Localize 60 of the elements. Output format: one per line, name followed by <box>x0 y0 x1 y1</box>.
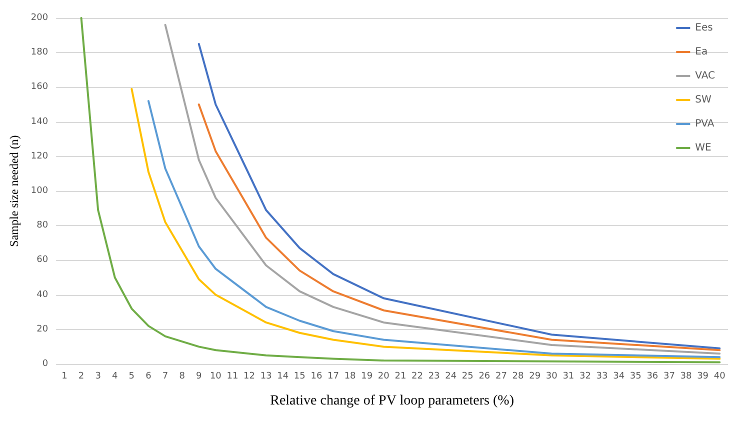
x-tick-label: 25 <box>462 372 474 382</box>
x-tick-label: 26 <box>478 372 490 382</box>
x-tick-label: 7 <box>162 372 168 382</box>
x-tick-label: 18 <box>344 372 356 382</box>
x-tick-label: 12 <box>244 372 255 382</box>
x-tick-label: 6 <box>146 372 152 382</box>
legend-label: Ea <box>695 46 708 58</box>
y-tick-label: 200 <box>30 13 48 23</box>
x-tick-label: 40 <box>714 372 726 382</box>
x-tick-label: 16 <box>310 372 322 382</box>
y-tick-label: 160 <box>30 82 48 92</box>
x-tick-label: 23 <box>428 372 440 382</box>
x-tick-label: 21 <box>394 372 406 382</box>
y-tick-label: 20 <box>36 324 48 334</box>
x-tick-label: 9 <box>196 372 202 382</box>
y-tick-label: 60 <box>36 255 48 266</box>
y-tick-label: 180 <box>30 48 48 58</box>
x-tick-label: 37 <box>663 372 675 382</box>
legend-label: VAC <box>695 70 716 82</box>
x-tick-label: 38 <box>680 372 692 382</box>
x-tick-label: 5 <box>128 372 135 382</box>
legend-label: SW <box>695 94 712 106</box>
x-tick-label: 17 <box>328 372 339 382</box>
x-tick-label: 34 <box>613 372 625 382</box>
y-tick-label: 140 <box>30 116 48 127</box>
x-tick-label: 13 <box>260 372 272 382</box>
legend-label: WE <box>695 142 712 154</box>
x-tick-label: 24 <box>445 372 457 382</box>
x-tick-label: 4 <box>112 372 118 382</box>
x-tick-label: 15 <box>294 372 306 382</box>
y-tick-label: 120 <box>30 151 48 162</box>
legend-label: PVA <box>695 118 714 130</box>
x-axis-title: Relative change of PV loop parameters (%) <box>270 394 514 408</box>
y-tick-label: 100 <box>30 186 48 196</box>
x-tick-label: 33 <box>596 372 608 382</box>
x-tick-label: 36 <box>646 372 658 382</box>
x-tick-label: 14 <box>277 372 289 382</box>
x-tick-label: 10 <box>210 372 222 382</box>
x-tick-label: 31 <box>562 372 574 382</box>
x-tick-label: 29 <box>529 372 541 382</box>
x-tick-label: 30 <box>546 372 558 382</box>
x-tick-label: 3 <box>95 372 101 382</box>
x-tick-label: 11 <box>226 372 238 382</box>
x-tick-label: 8 <box>179 372 186 382</box>
line-series <box>80 17 721 364</box>
x-tick-label: 39 <box>697 372 709 382</box>
y-tick-label: 80 <box>36 220 48 231</box>
x-tick-label: 19 <box>361 372 373 382</box>
x-tick-label: 2 <box>78 372 84 382</box>
x-tick-label: 22 <box>412 372 423 382</box>
x-tick-label: 35 <box>630 372 642 382</box>
y-tick-label: 0 <box>42 359 48 369</box>
x-tick-label: 20 <box>378 372 390 382</box>
x-tick-label: 32 <box>579 372 591 382</box>
y-axis-title: Sample size needed (n) <box>7 135 21 247</box>
legend-label: Ees <box>695 22 713 34</box>
x-tick-label: 1 <box>62 372 68 382</box>
x-tick-label: 28 <box>512 372 524 382</box>
y-tick-label: 40 <box>36 290 48 300</box>
x-tick-label: 27 <box>496 372 507 382</box>
